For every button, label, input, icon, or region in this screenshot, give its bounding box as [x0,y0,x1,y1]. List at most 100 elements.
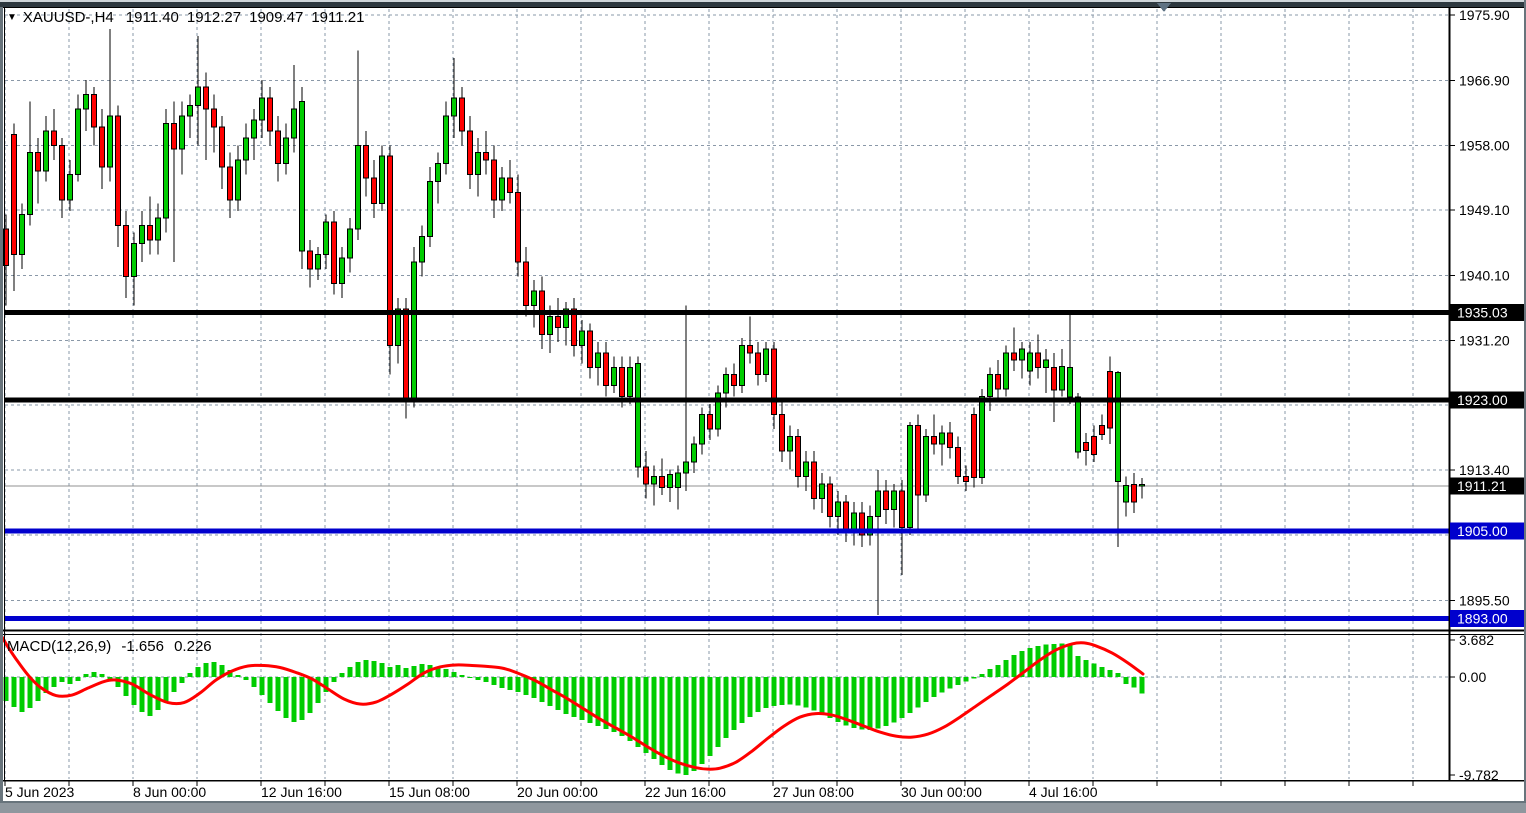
macd-bar [131,677,137,706]
candle [187,94,193,139]
macd-bar [931,677,937,698]
candle [627,356,633,404]
candle [995,360,1001,401]
macd-bar [947,677,953,689]
candle [1075,392,1081,459]
candle [875,470,881,615]
candle [107,28,113,182]
candle [435,152,441,204]
macd-signal-line [0,635,1145,771]
macd-bar [1067,644,1073,677]
candle [867,505,873,546]
candle [251,108,257,160]
candle [779,400,785,462]
macd-bar [1115,672,1121,677]
candle [203,72,209,160]
candle [83,79,89,131]
macd-bar [963,677,969,682]
candle [1123,476,1129,517]
candle [587,323,593,379]
macd-bar [683,677,689,775]
macd-bar [603,677,609,730]
macd-main-value: -1.656 [121,638,164,655]
candle [451,57,457,139]
candle [635,356,641,478]
candle [739,338,745,393]
macd-bar [1131,677,1137,688]
candle [651,465,657,506]
symbol-period-label: XAUUSD-,H4 [22,9,114,26]
macd-bar [851,677,857,729]
candle [691,436,697,473]
svg-text:20 Jun 00:00: 20 Jun 00:00 [517,784,598,800]
candle [259,79,265,139]
macd-bar [275,677,281,712]
chart-shift-marker-icon[interactable] [1157,3,1171,12]
candle [299,87,305,270]
macd-bar [99,673,105,677]
candle [699,407,705,455]
candle [1043,349,1049,393]
symbol-dropdown-icon[interactable]: ▼ [7,11,17,23]
candle [267,87,273,146]
candle [643,451,649,499]
macd-bar [667,677,673,771]
ohlc-low: 1909.47 [249,9,304,26]
macd-bar [739,677,745,724]
macd-bar [795,677,801,706]
candle [427,167,433,248]
macd-bar [1027,647,1033,677]
macd-bar [443,668,449,677]
price-axis[interactable]: 1975.90 1966.90 1958.00 1949.10 1940.10 1931.… [1449,7,1510,783]
candle [1027,341,1033,386]
macd-bar [595,677,601,727]
macd-bar [387,666,393,677]
svg-text:1949.10: 1949.10 [1459,202,1510,218]
candle [939,425,945,466]
price-tags: 1935.03 1923.00 1905.00 1893.00 1911.21 [1450,304,1525,628]
macd-bar [107,677,113,680]
candle [715,385,721,437]
macd-bar [91,671,97,677]
macd-bar [355,661,361,677]
macd-bar [363,659,369,677]
candle [707,403,713,441]
macd-bar [419,663,425,677]
candle [1059,349,1065,397]
time-axis[interactable]: 5 Jun 2023 8 Jun 00:00 12 Jun 16:00 15 Jun … [4,781,1414,800]
macd-bar [123,677,129,697]
macd-bar [83,673,89,677]
macd-bar [867,677,873,731]
candle [531,279,537,328]
candle [291,65,297,153]
candle [379,145,385,211]
candle [275,116,281,182]
svg-text:1940.10: 1940.10 [1459,268,1510,284]
candle [987,367,993,412]
candle [163,108,169,233]
candle [1051,352,1057,422]
macd-bar [323,677,329,693]
macd-bar [787,677,793,705]
candle [395,298,401,364]
support-resistance-lines [5,310,1449,622]
macd-bar [331,677,337,683]
candle [1067,312,1073,404]
macd-bar [923,677,929,703]
candle [811,451,817,510]
candle [827,476,833,528]
macd-bar [307,677,313,714]
candle [1035,334,1041,379]
macd-indicator-label: MACD(12,26,9) -1.656 0.226 [7,638,218,655]
candle [123,210,129,299]
macd-bar [403,667,409,677]
candle [3,214,9,306]
macd-bar [1011,654,1017,677]
macd-bar [891,677,897,723]
macd-bar [835,677,841,723]
candle [523,247,529,317]
svg-text:22 Jun 16:00: 22 Jun 16:00 [645,784,726,800]
macd-bar [1043,644,1049,677]
macd-bar [1091,663,1097,677]
